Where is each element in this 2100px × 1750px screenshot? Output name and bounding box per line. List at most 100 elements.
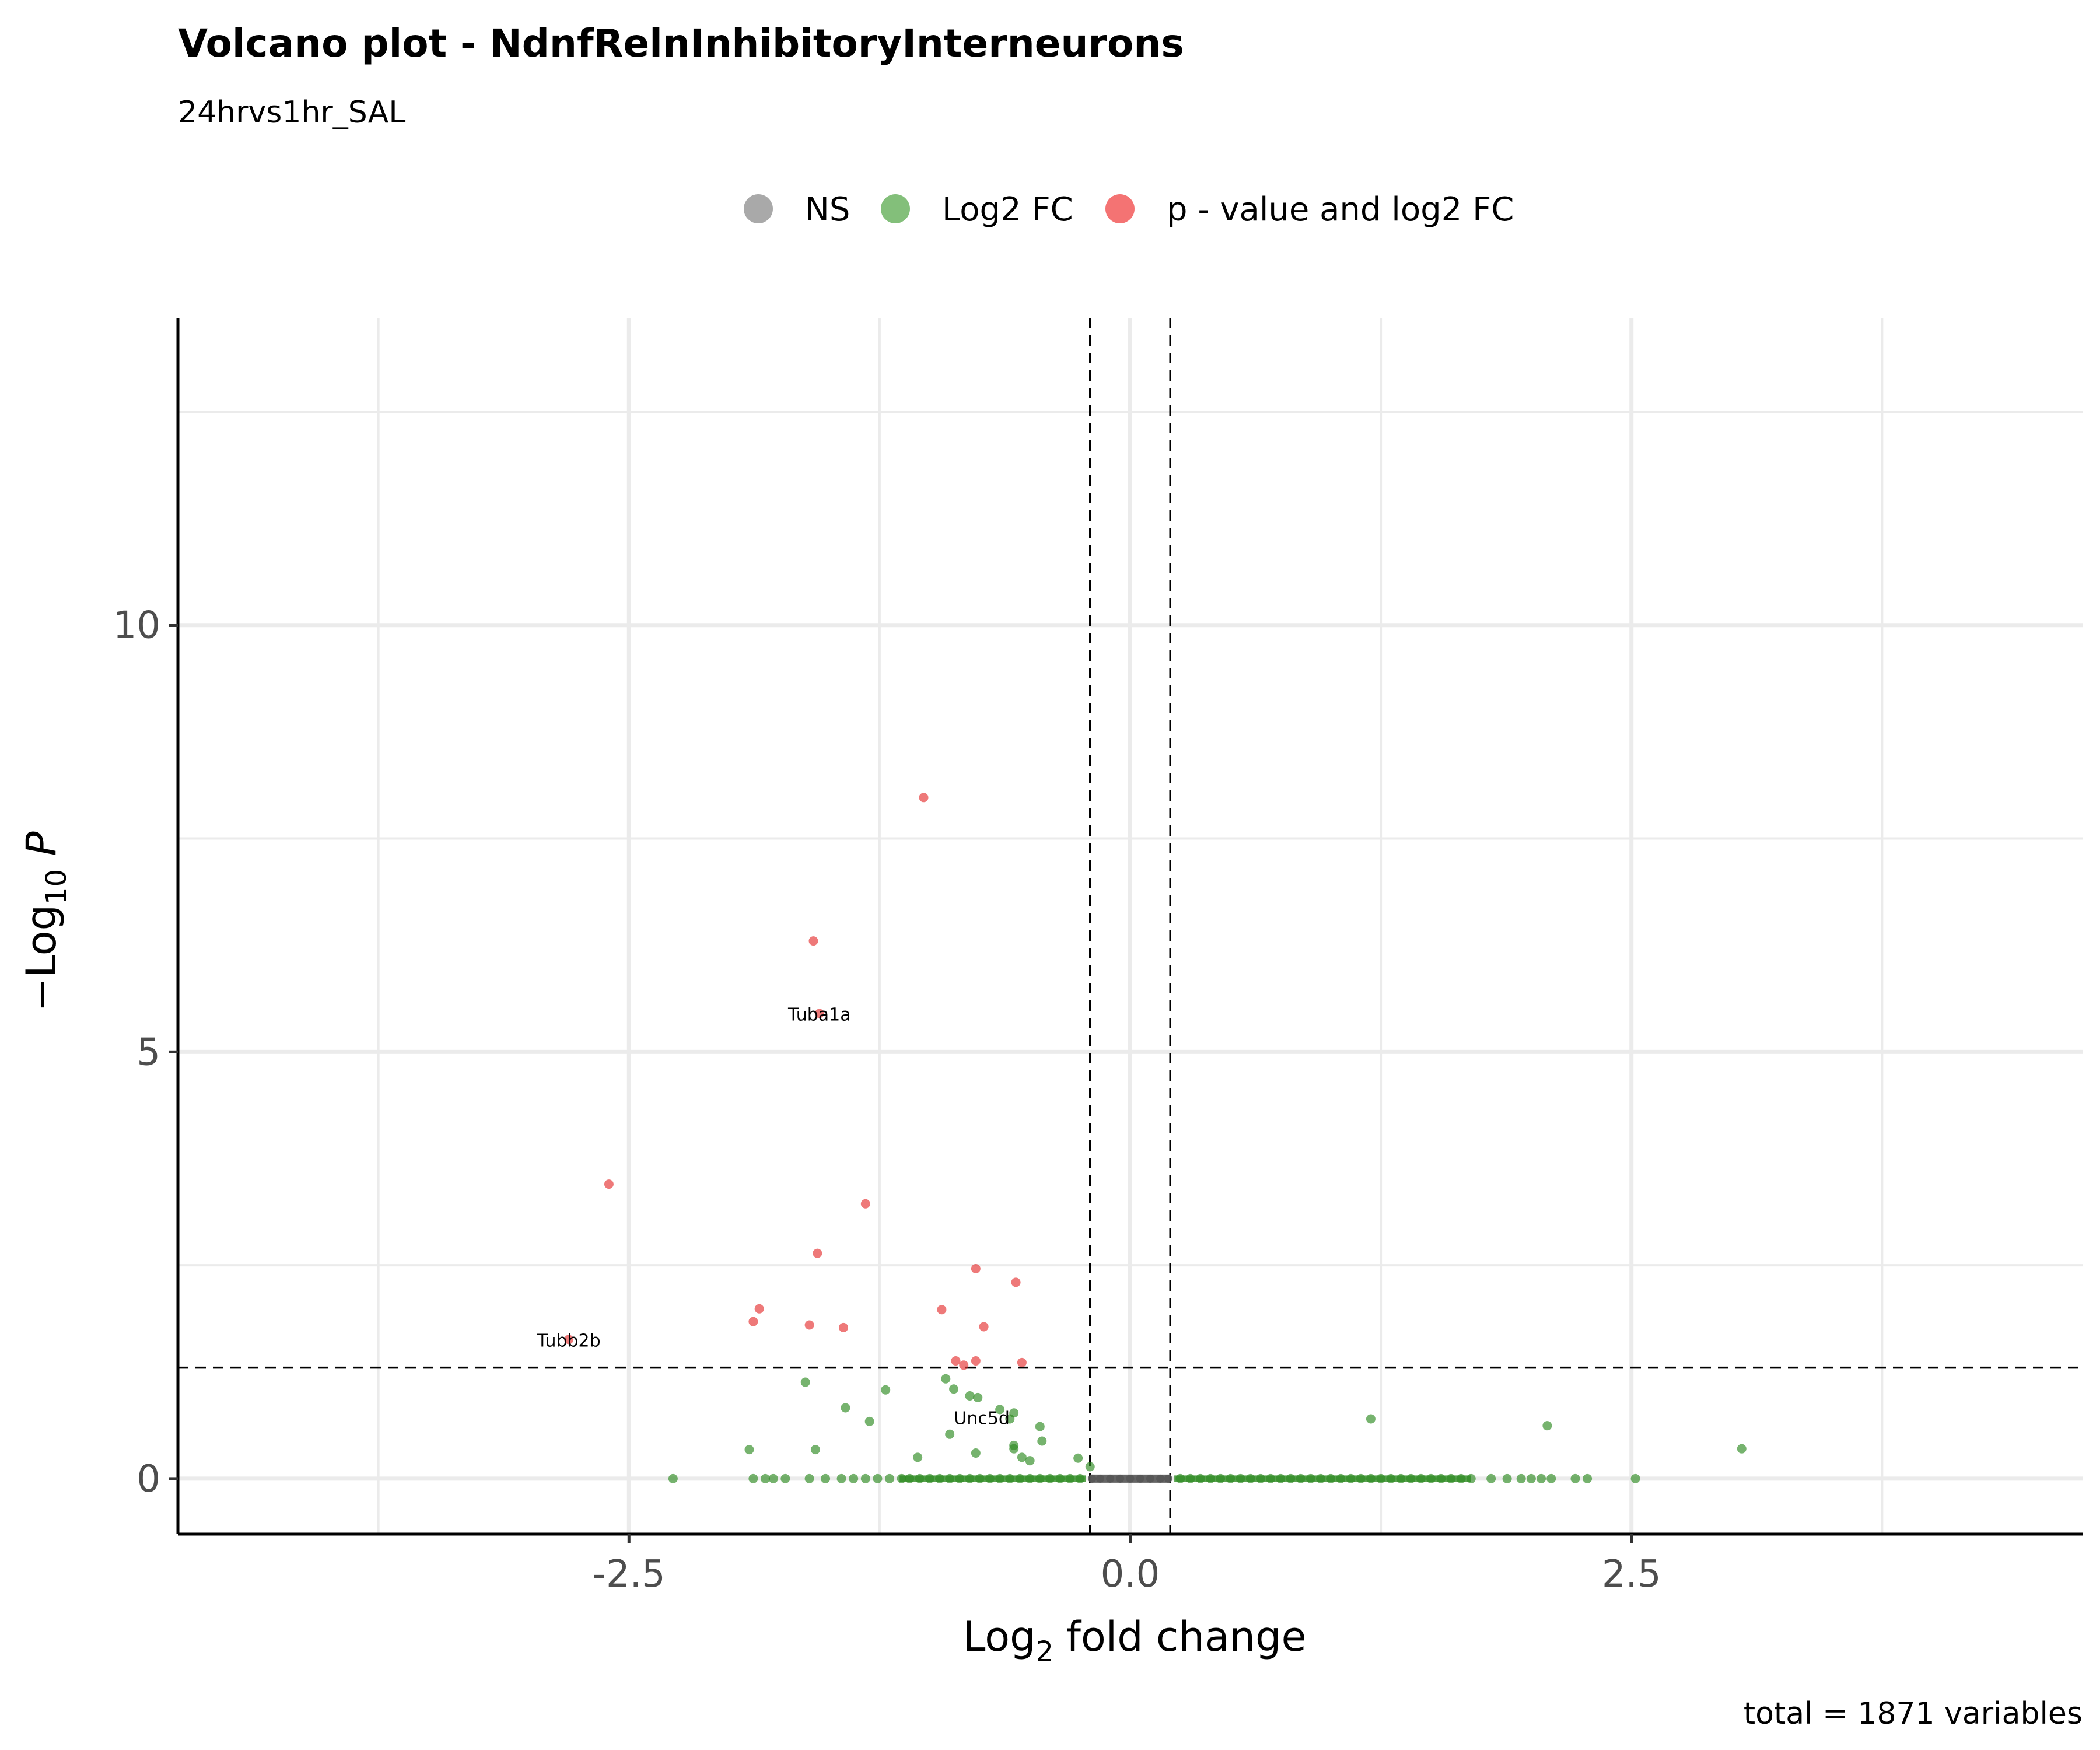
y-tick-label: 10 — [113, 604, 160, 648]
fc-point — [760, 1474, 770, 1483]
fc-point — [1205, 1474, 1215, 1483]
fc-point — [965, 1391, 975, 1401]
fc-point — [985, 1474, 995, 1483]
ns-point — [1126, 1474, 1135, 1483]
sig-point — [979, 1322, 989, 1332]
fc-point — [915, 1474, 925, 1483]
ns-point — [1136, 1474, 1144, 1483]
chart-subtitle: 24hrvs1hr_SAL — [178, 95, 405, 130]
gene-label: Tubb2b — [537, 1331, 601, 1351]
fc-point — [1009, 1408, 1019, 1418]
fc-point — [1376, 1474, 1386, 1483]
chart-caption: total = 1871 variables — [1744, 1696, 2082, 1731]
ns-point — [1106, 1474, 1115, 1483]
fc-point — [1386, 1474, 1396, 1483]
fc-point — [1255, 1474, 1265, 1483]
fc-point — [1025, 1456, 1035, 1466]
fc-point — [925, 1474, 935, 1483]
fc-point — [1245, 1474, 1255, 1483]
fc-point — [1037, 1436, 1047, 1446]
legend-label-ns: NS — [805, 191, 850, 229]
ns-point — [1156, 1474, 1165, 1483]
fc-point — [780, 1474, 790, 1483]
fc-point — [1366, 1474, 1376, 1483]
sig-point — [839, 1322, 849, 1332]
sig-point — [748, 1317, 758, 1326]
x-tick-label: 0.0 — [1101, 1553, 1160, 1596]
legend-label-both: p - value and log2 FC — [1167, 191, 1514, 229]
x-tick-label: 2.5 — [1602, 1553, 1661, 1596]
sig-point — [808, 936, 818, 946]
fc-point — [804, 1474, 814, 1483]
fc-point — [1175, 1474, 1185, 1483]
legend-label-fc: Log2 FC — [942, 191, 1073, 229]
fc-point — [841, 1403, 850, 1413]
fc-point — [941, 1374, 951, 1384]
fc-point — [1336, 1474, 1346, 1483]
fc-point — [873, 1474, 883, 1483]
threshold-lines — [178, 318, 2082, 1534]
chart-title: Volcano plot - NdnfRelnInhibitoryInterne… — [178, 21, 1184, 66]
sig-point — [971, 1264, 981, 1273]
fc-point — [1436, 1474, 1446, 1483]
y-tick-label: 5 — [136, 1031, 160, 1074]
sig-point — [1017, 1357, 1027, 1367]
fc-point — [1416, 1474, 1426, 1483]
sig-point — [937, 1305, 947, 1315]
fc-point — [849, 1474, 859, 1483]
fc-point — [949, 1384, 959, 1394]
fc-point — [1286, 1474, 1296, 1483]
sig-point — [604, 1180, 614, 1189]
sig-point — [1011, 1278, 1021, 1287]
fc-point — [1005, 1474, 1015, 1483]
fc-point — [971, 1448, 981, 1458]
fc-point — [1446, 1474, 1456, 1483]
legend-key-ns — [744, 194, 773, 223]
fc-point — [1296, 1474, 1306, 1483]
fc-point — [1035, 1422, 1045, 1432]
fc-point — [748, 1474, 758, 1483]
fc-point — [744, 1445, 754, 1455]
sig-point — [813, 1248, 822, 1258]
fc-point — [995, 1405, 1005, 1415]
fc-point — [1276, 1474, 1286, 1483]
fc-point — [1316, 1474, 1325, 1483]
fc-point — [1015, 1474, 1025, 1483]
fc-point — [1366, 1414, 1376, 1424]
data-points — [564, 793, 1746, 1483]
fc-point — [1226, 1474, 1236, 1483]
fc-point — [1195, 1474, 1205, 1483]
fc-point — [1456, 1474, 1466, 1483]
fc-point — [1017, 1452, 1027, 1462]
fc-point — [668, 1474, 678, 1483]
fc-point — [1085, 1462, 1095, 1472]
fc-point — [1516, 1474, 1526, 1483]
fc-point — [1216, 1474, 1226, 1483]
fc-point — [1055, 1474, 1065, 1483]
sig-point — [860, 1199, 870, 1209]
fc-point — [1306, 1474, 1315, 1483]
fc-point — [1346, 1474, 1356, 1483]
fc-point — [1073, 1453, 1083, 1463]
y-axis-title: −Log10 P — [18, 831, 73, 1012]
fc-point — [885, 1474, 895, 1483]
fc-point — [810, 1445, 820, 1455]
fc-point — [945, 1429, 955, 1439]
sig-point — [754, 1304, 764, 1314]
fc-point — [913, 1452, 923, 1462]
fc-point — [945, 1474, 955, 1483]
fc-point — [800, 1377, 810, 1387]
fc-point — [1542, 1421, 1552, 1431]
fc-point — [1236, 1474, 1245, 1483]
fc-point — [1075, 1474, 1085, 1483]
fc-point — [955, 1474, 965, 1483]
sig-point — [564, 1335, 574, 1345]
fc-point — [905, 1474, 915, 1483]
fc-point — [897, 1474, 907, 1483]
fc-point — [1185, 1474, 1195, 1483]
fc-point — [1526, 1474, 1536, 1483]
ns-point — [1096, 1474, 1104, 1483]
tick-labels: -2.5 0.0 2.5 0 5 10 — [113, 604, 1661, 1596]
y-tick-label: 0 — [136, 1458, 160, 1501]
